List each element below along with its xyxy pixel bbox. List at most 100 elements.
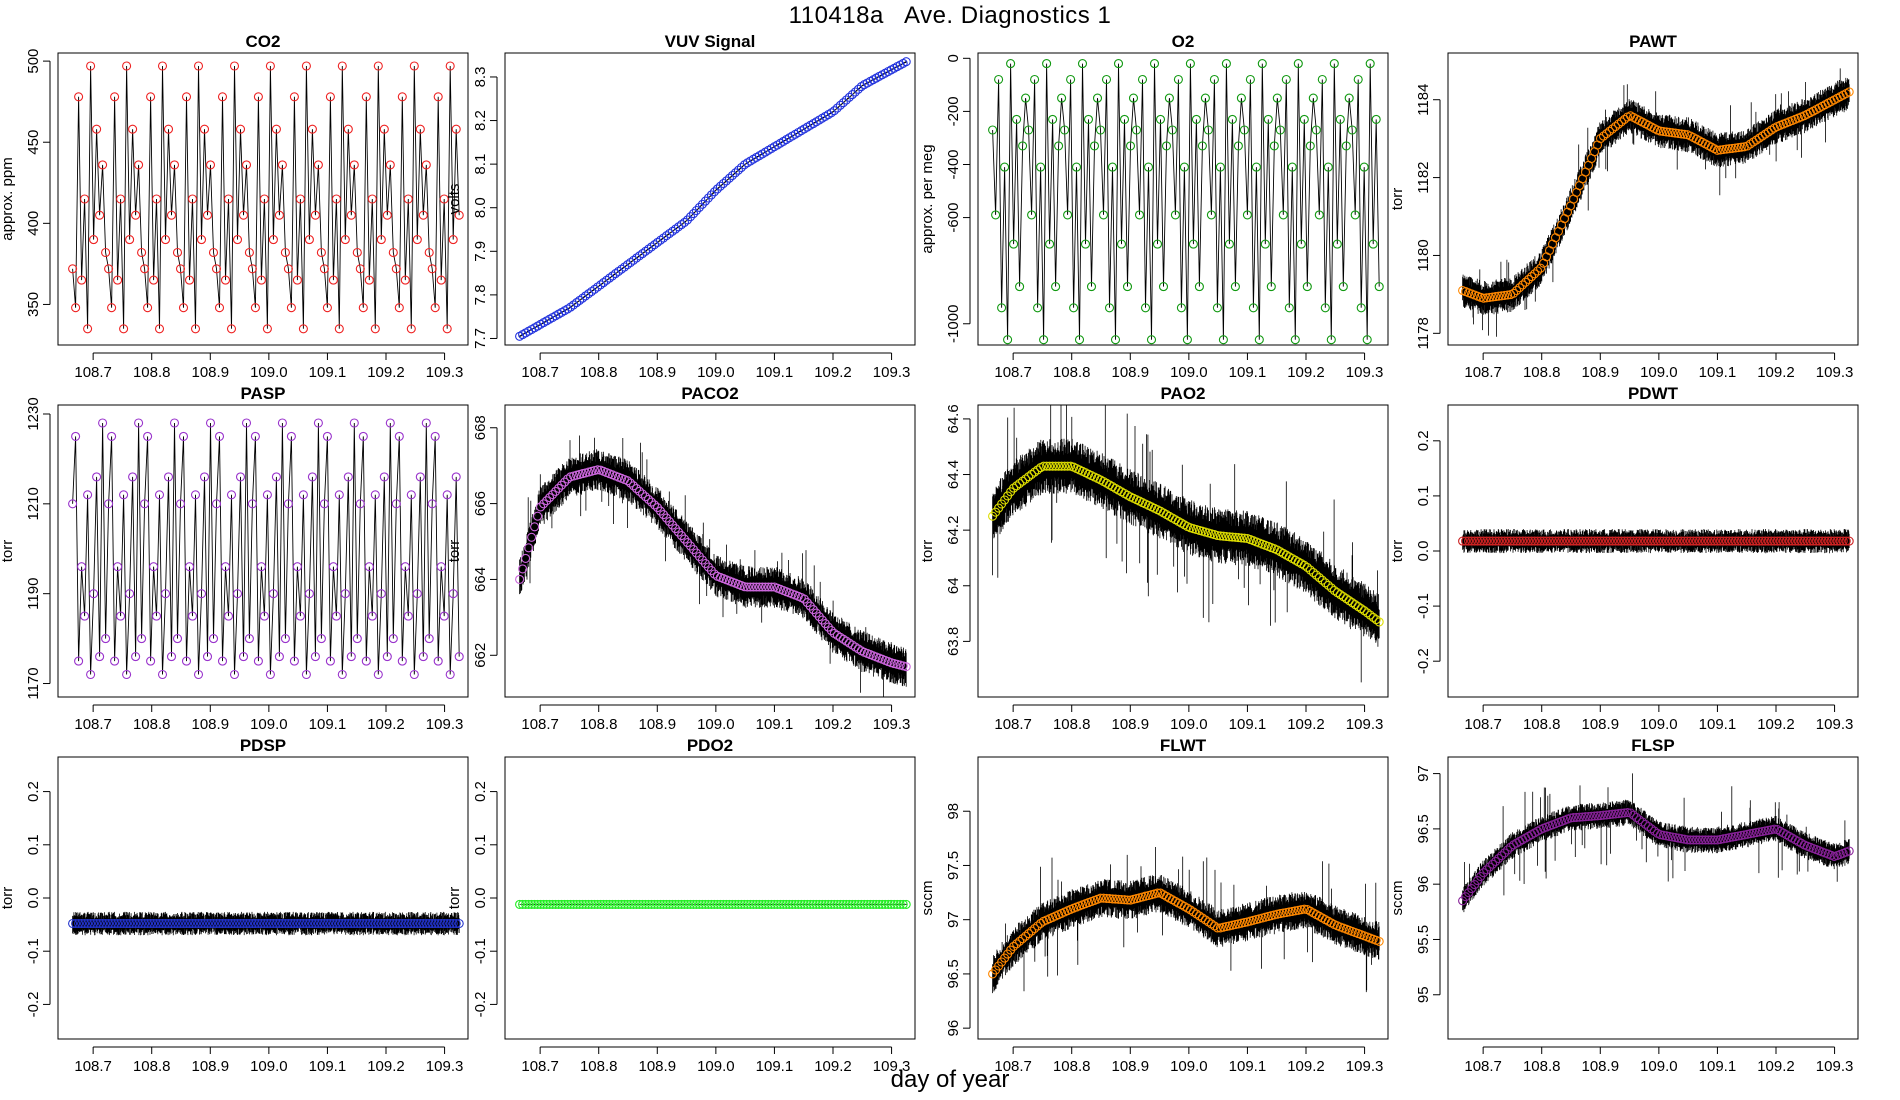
y-tick-label: 0 [945,54,962,62]
y-axis-label: sccm [1389,881,1406,916]
raw-signal-line [73,423,460,675]
y-tick-label: 0.1 [472,834,489,855]
panel-pawt: PAWT108.7 108.8 108.9 109.0 109.1 109.2 109.31… [1389,32,1858,381]
y-tick-label: 450 [25,130,42,155]
x-tick-label: 108.7 [74,364,112,381]
panel-title: CO2 [246,32,281,51]
y-tick-label: -200 [945,96,962,126]
x-tick-label: 109.0 [697,716,735,733]
plot-frame [505,757,915,1039]
panel-title: PASP [240,384,285,403]
y-tick-label: 400 [25,211,42,236]
y-axis-label: approx. ppm [0,157,16,240]
raw-signal-band [1463,68,1850,336]
y-tick-label: -0.1 [472,938,489,964]
x-tick-label: 109.1 [309,716,347,733]
x-tick-label: 109.2 [367,716,405,733]
y-tick-label: 98 [945,803,962,820]
x-tick-label: 109.0 [1640,716,1678,733]
y-tick-label: 64.2 [945,516,962,545]
x-tick-label: 109.3 [873,716,911,733]
x-tick-label: 108.7 [1464,364,1502,381]
x-tick-label: 108.7 [994,716,1032,733]
x-tick-label: 108.9 [1112,364,1150,381]
y-tick-label: -600 [945,203,962,233]
x-tick-label: 109.1 [1699,364,1737,381]
x-tick-label: 108.8 [1523,364,1561,381]
y-tick-label: -0.1 [25,938,42,964]
y-tick-label: 0.1 [25,834,42,855]
x-tick-label: 109.2 [1757,716,1795,733]
y-tick-label: 1178 [1415,317,1432,349]
x-tick-label: 109.1 [1699,716,1737,733]
y-tick-label: 0.0 [25,888,42,909]
y-tick-label: 1190 [25,578,42,610]
y-tick-label: 500 [25,49,42,74]
x-tick-label: 109.1 [756,364,794,381]
y-tick-label: 95 [1415,986,1432,1003]
y-axis-label: torr [919,540,936,563]
x-tick-label: 108.9 [639,364,677,381]
panel-pdo2: PDO2108.7 108.8 108.9 109.0 109.1 109.2 109.3-… [446,736,915,1075]
x-tick-label: 108.8 [133,364,171,381]
y-tick-label: 1170 [25,667,42,699]
panel-title: PDO2 [687,736,733,755]
raw-signal-band [993,387,1380,683]
y-tick-label: 1180 [1415,239,1432,271]
y-tick-label: 63.8 [945,627,962,656]
x-tick-label: 108.8 [1053,364,1091,381]
panel-pasp: PASP108.7 108.8 108.9 109.0 109.1 109.2 109.31… [0,384,468,733]
y-tick-label: 0.2 [25,781,42,802]
x-tick-label: 109.0 [1170,716,1208,733]
panel-flsp: FLSP108.7 108.8 108.9 109.0 109.1 109.2 109.39… [1389,736,1858,1075]
panel-vuv-signal: VUV Signal108.7 108.8 108.9 109.0 109.1 109.2… [446,32,915,381]
x-tick-label: 108.8 [1053,716,1091,733]
y-tick-label: 96.5 [1415,814,1432,843]
y-tick-label: 7.9 [472,241,489,262]
x-tick-label: 109.2 [1757,364,1795,381]
x-tick-label: 108.8 [580,364,618,381]
y-tick-label: 1230 [25,397,42,430]
y-axis-label: torr [446,887,463,910]
x-tick-label: 108.9 [1112,716,1150,733]
y-tick-label: 96.5 [945,959,962,988]
x-tick-label: 109.0 [250,716,288,733]
y-tick-label: 0.2 [472,781,489,802]
y-tick-label: 96 [1415,876,1432,893]
x-tick-label: 109.0 [697,364,735,381]
raw-signal-line [73,66,460,329]
y-tick-label: 64 [945,577,962,594]
x-tick-label: 109.2 [1287,716,1325,733]
x-tick-label: 108.7 [521,364,559,381]
y-axis-label: sccm [919,881,936,916]
panel-pao2: PAO2108.7 108.8 108.9 109.0 109.1 109.2 109.36… [919,384,1388,733]
y-axis-label: torr [0,540,16,563]
y-tick-label: -0.2 [25,991,42,1017]
y-tick-label: 0.0 [472,888,489,909]
x-tick-label: 108.9 [1582,364,1620,381]
y-tick-label: 662 [472,643,489,668]
y-tick-label: 668 [472,415,489,440]
panel-pdsp: PDSP108.7 108.8 108.9 109.0 109.1 109.2 109.3-… [0,736,468,1075]
panel-flwt: FLWT108.7 108.8 108.9 109.0 109.1 109.2 109.39… [919,736,1388,1075]
y-tick-label: -400 [945,149,962,179]
x-tick-label: 109.3 [426,364,464,381]
x-tick-label: 108.7 [1464,716,1502,733]
y-axis-label: volts [446,184,463,215]
x-tick-label: 109.3 [873,364,911,381]
x-tick-label: 109.3 [426,716,464,733]
y-tick-label: 64.6 [945,404,962,433]
panel-title: PAO2 [1160,384,1205,403]
panel-pdwt: PDWT108.7 108.8 108.9 109.0 109.1 109.2 109.3-… [1389,384,1858,733]
y-tick-label: 96 [945,1020,962,1037]
x-tick-label: 108.7 [994,364,1032,381]
plot-frame [58,405,468,697]
y-tick-label: 8.3 [472,67,489,88]
y-tick-label: 664 [472,567,489,592]
x-tick-label: 108.9 [639,716,677,733]
x-tick-label: 109.1 [309,364,347,381]
y-tick-label: 0.1 [1415,485,1432,506]
x-axis-label: day of year [0,1066,1900,1094]
x-tick-label: 109.0 [250,364,288,381]
x-tick-label: 109.3 [1346,716,1384,733]
